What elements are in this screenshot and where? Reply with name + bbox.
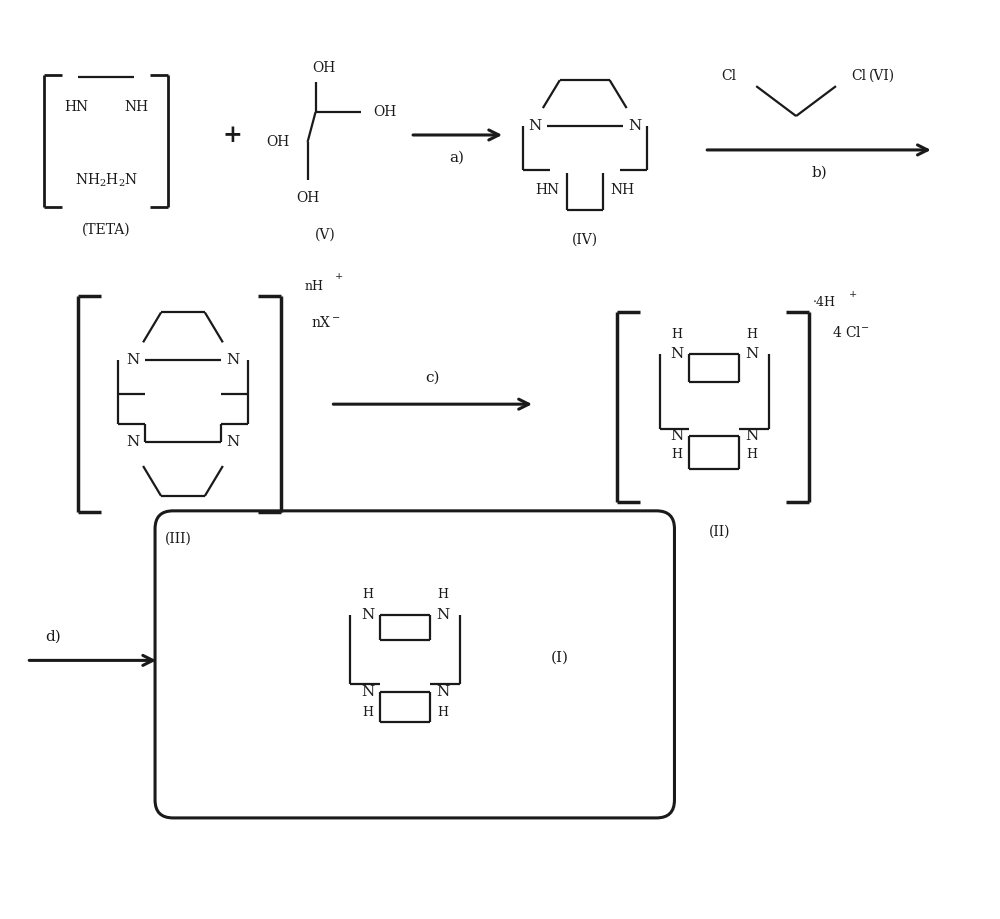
Text: +: +: [335, 272, 343, 281]
Text: HN: HN: [64, 100, 88, 114]
Text: H: H: [362, 706, 373, 719]
Text: N: N: [746, 347, 759, 361]
Text: (II): (II): [709, 525, 730, 539]
Text: N: N: [226, 435, 239, 449]
Text: d): d): [45, 630, 61, 643]
Text: N: N: [628, 119, 641, 133]
Text: +: +: [849, 290, 857, 299]
Text: N: N: [528, 119, 542, 133]
FancyBboxPatch shape: [155, 511, 674, 818]
Text: N: N: [670, 347, 683, 361]
Text: N: N: [670, 429, 683, 443]
Text: NH: NH: [611, 183, 635, 197]
Text: c): c): [425, 370, 439, 384]
Text: (TETA): (TETA): [82, 222, 131, 237]
Text: Cl: Cl: [722, 69, 737, 83]
Text: N: N: [361, 686, 374, 699]
Text: (VI): (VI): [869, 69, 895, 83]
Text: 4 Cl$^{-}$: 4 Cl$^{-}$: [832, 325, 870, 340]
Text: OH: OH: [312, 62, 335, 75]
Text: NH$_2$H$_2$N: NH$_2$H$_2$N: [75, 171, 138, 188]
Text: OH: OH: [266, 135, 289, 149]
Text: H: H: [747, 448, 758, 460]
Text: $\cdot$4H: $\cdot$4H: [812, 296, 836, 310]
Text: OH: OH: [296, 191, 319, 205]
Text: N: N: [437, 686, 450, 699]
Text: N: N: [746, 429, 759, 443]
Text: b): b): [811, 165, 827, 180]
Text: nH: nH: [305, 280, 324, 293]
Text: (IV): (IV): [572, 233, 598, 246]
Text: N: N: [126, 353, 140, 368]
Text: nX$^-$: nX$^-$: [311, 315, 340, 330]
Text: H: H: [671, 448, 682, 460]
Text: a): a): [450, 151, 465, 165]
Text: N: N: [437, 607, 450, 621]
Text: OH: OH: [374, 105, 397, 119]
Text: NH: NH: [124, 100, 148, 114]
Text: H: H: [362, 588, 373, 601]
Text: (V): (V): [315, 228, 336, 242]
Text: H: H: [747, 328, 758, 341]
Text: (III): (III): [165, 532, 191, 546]
Text: H: H: [438, 588, 449, 601]
Text: N: N: [226, 353, 239, 368]
Text: N: N: [126, 435, 140, 449]
Text: Cl: Cl: [851, 69, 866, 83]
Text: +: +: [223, 123, 243, 147]
Text: N: N: [361, 607, 374, 621]
Text: HN: HN: [535, 183, 559, 197]
Text: H: H: [438, 706, 449, 719]
Text: (I): (I): [551, 651, 569, 664]
Text: H: H: [671, 328, 682, 341]
